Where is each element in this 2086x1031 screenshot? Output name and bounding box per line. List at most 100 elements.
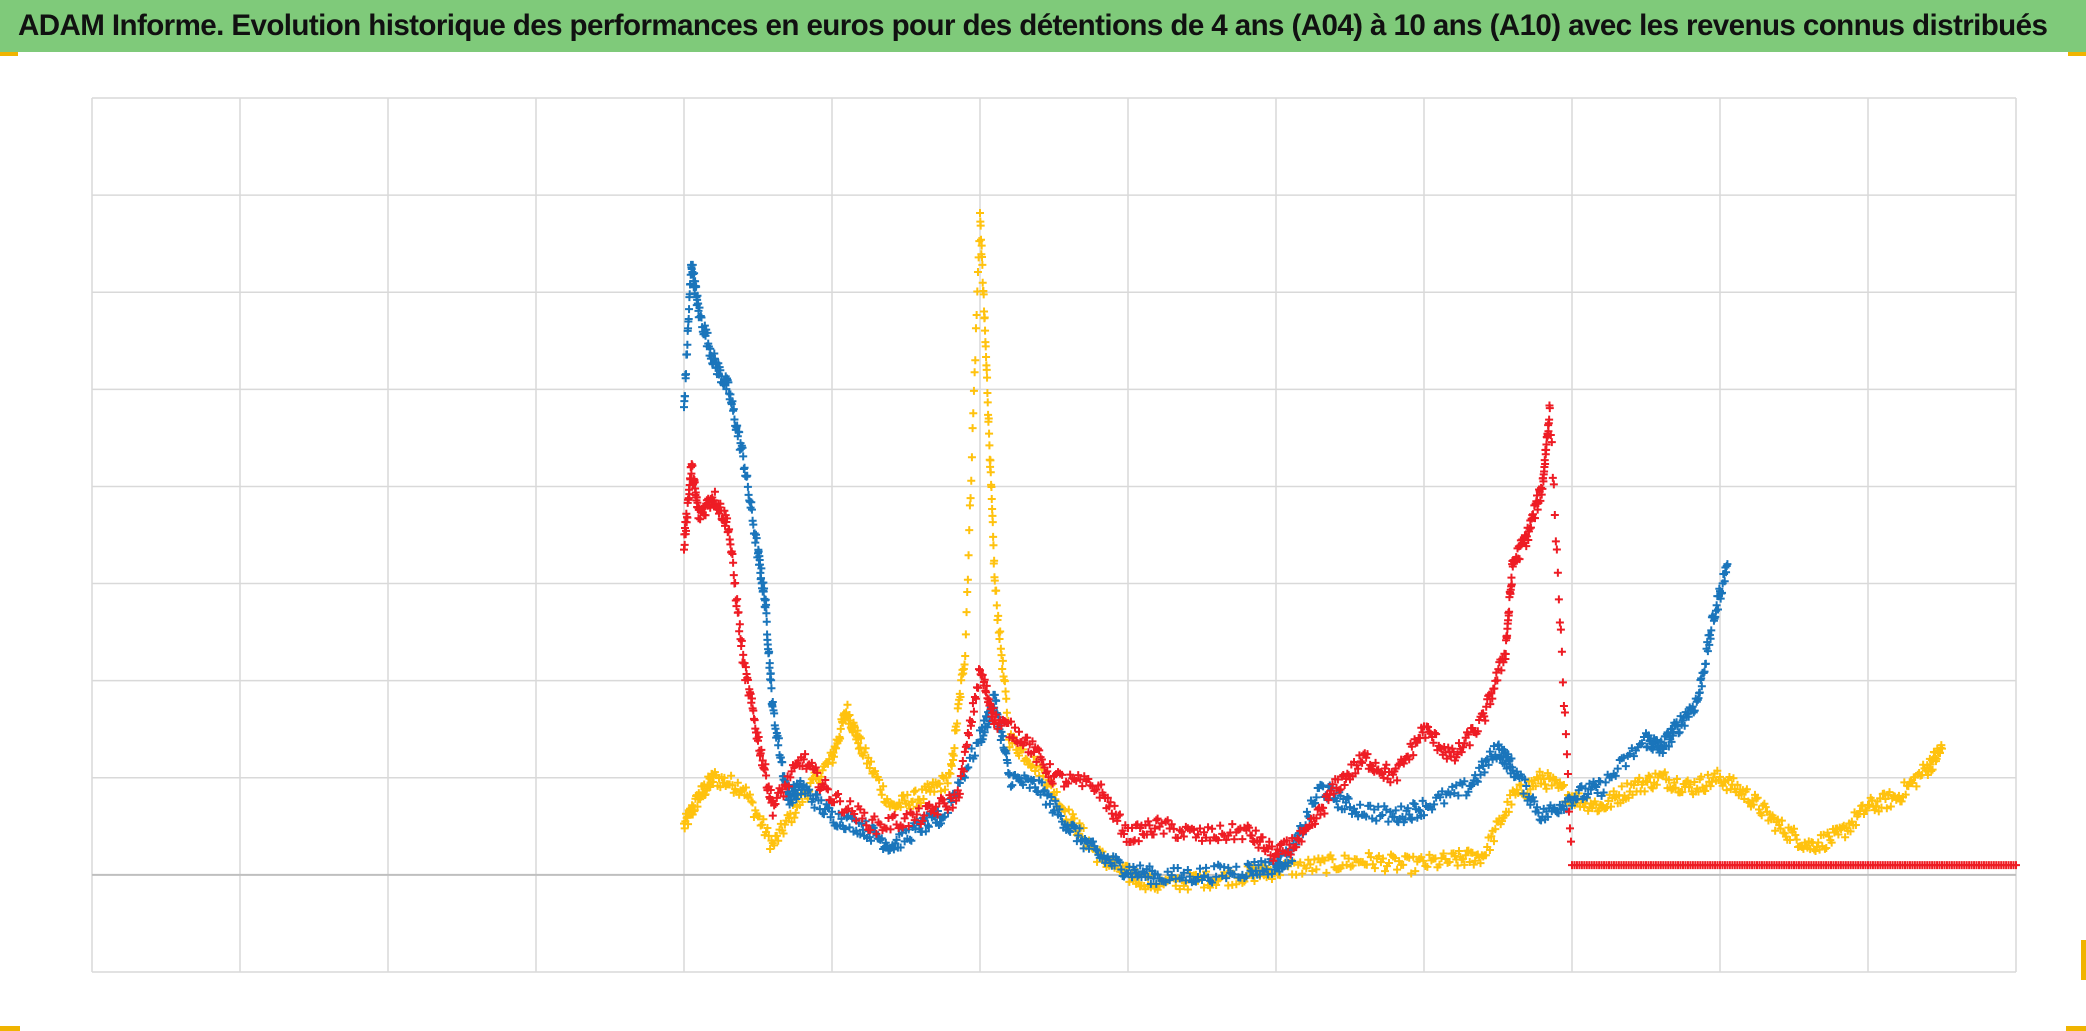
data-point — [862, 821, 871, 830]
data-point — [1316, 810, 1325, 819]
data-point — [682, 370, 691, 379]
data-point — [1045, 799, 1054, 808]
data-point — [1761, 803, 1770, 812]
data-point — [970, 368, 979, 377]
data-point — [1084, 844, 1093, 853]
data-point — [759, 815, 768, 824]
data-point — [956, 771, 965, 780]
data-point — [1481, 716, 1490, 725]
data-point — [1550, 510, 1559, 519]
data-point — [1110, 801, 1119, 810]
data-point — [1385, 859, 1394, 868]
data-point — [1460, 777, 1469, 786]
data-point — [834, 790, 843, 799]
data-point — [1690, 706, 1699, 715]
data-point — [710, 354, 719, 363]
data-point — [743, 482, 752, 491]
data-point — [1424, 722, 1433, 731]
data-point — [1841, 833, 1850, 842]
data-point — [1250, 857, 1259, 866]
grid — [91, 97, 2017, 973]
data-point — [1002, 708, 1011, 717]
data-point — [856, 734, 865, 743]
data-point — [836, 734, 845, 743]
data-point — [727, 771, 736, 780]
data-point — [749, 706, 758, 715]
data-point — [1453, 750, 1462, 759]
data-point — [1429, 738, 1438, 747]
data-point — [1222, 874, 1231, 883]
data-point — [976, 209, 984, 218]
data-point — [1484, 760, 1493, 769]
data-point — [924, 822, 933, 831]
data-point — [1644, 771, 1653, 780]
data-point — [1435, 860, 1444, 869]
data-point — [841, 825, 850, 834]
data-point — [1886, 802, 1895, 811]
data-point — [1343, 793, 1352, 802]
data-point — [967, 453, 976, 462]
data-point — [1076, 775, 1085, 784]
data-point — [1048, 779, 1057, 788]
data-point — [1344, 794, 1353, 803]
data-point — [1561, 730, 1570, 739]
data-point — [743, 471, 752, 480]
data-point — [1439, 849, 1448, 858]
data-point — [1403, 804, 1412, 813]
data-point — [1624, 793, 1633, 802]
data-point — [1646, 773, 1655, 782]
data-point — [1204, 823, 1213, 832]
data-point — [844, 712, 853, 721]
data-point — [1928, 765, 1937, 774]
data-point — [761, 760, 770, 769]
data-point — [1167, 820, 1176, 829]
data-point — [1043, 767, 1052, 776]
data-point — [1222, 835, 1231, 844]
data-point — [1697, 674, 1706, 683]
data-point — [988, 518, 997, 527]
data-point — [936, 787, 945, 796]
data-point — [1697, 772, 1706, 781]
data-point — [1862, 806, 1871, 815]
data-point — [1157, 819, 1166, 828]
data-point — [1183, 865, 1192, 874]
data-point — [1720, 577, 1729, 586]
data-point — [896, 843, 905, 852]
data-point — [832, 744, 841, 753]
data-point — [1202, 833, 1211, 842]
data-point — [1191, 877, 1200, 886]
data-point — [780, 820, 789, 829]
data-point — [980, 675, 989, 684]
data-point — [774, 734, 783, 743]
data-point — [1386, 807, 1395, 816]
data-point — [1367, 762, 1376, 771]
data-point — [867, 836, 876, 845]
data-point — [770, 709, 779, 718]
data-point — [979, 290, 988, 299]
data-point — [813, 790, 822, 799]
data-point — [1391, 854, 1400, 863]
data-point — [1098, 847, 1107, 856]
data-point — [1193, 830, 1202, 839]
data-point — [861, 744, 870, 753]
data-point — [989, 541, 998, 550]
data-point — [1566, 837, 1575, 846]
data-point — [1064, 779, 1073, 788]
data-point — [1556, 625, 1565, 634]
data-point — [1635, 773, 1644, 782]
data-point — [978, 670, 987, 679]
data-point — [1680, 721, 1689, 730]
data-point — [1907, 777, 1916, 786]
data-point — [1489, 837, 1498, 846]
data-point — [1528, 793, 1537, 802]
data-point — [1776, 824, 1785, 833]
data-point — [1372, 816, 1381, 825]
series-red — [680, 401, 2020, 870]
data-point — [1577, 782, 1586, 791]
data-point — [1725, 772, 1734, 781]
data-point — [1545, 404, 1554, 413]
data-point — [1885, 788, 1894, 797]
data-point — [760, 584, 769, 593]
data-point — [981, 326, 990, 335]
data-point — [1647, 783, 1656, 792]
